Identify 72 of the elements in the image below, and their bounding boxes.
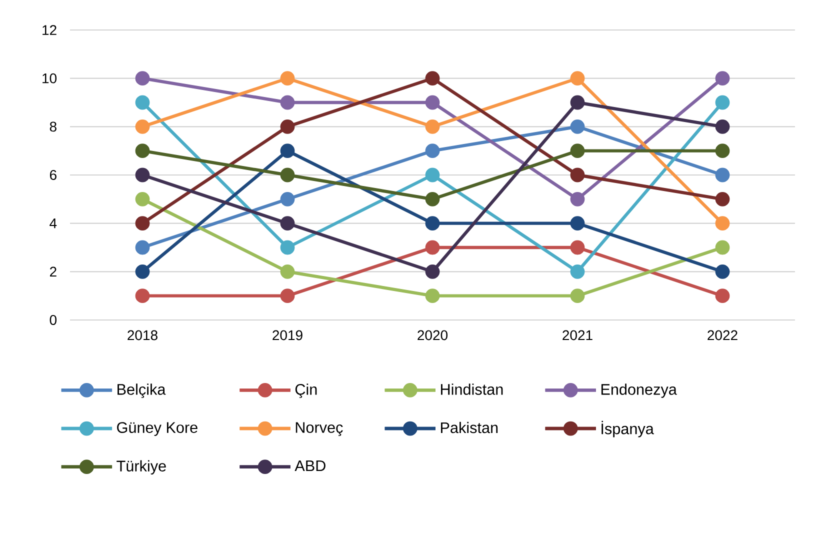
point <box>570 71 585 86</box>
point <box>425 119 440 134</box>
y-tick-label: 2 <box>50 266 56 277</box>
legend-label: İspanya <box>602 420 654 438</box>
point <box>425 264 440 279</box>
y-tick-label: 4 <box>50 218 57 228</box>
x-tick-label: 2021 <box>562 330 592 340</box>
point <box>280 144 295 158</box>
point <box>280 71 295 86</box>
point <box>425 192 440 206</box>
point <box>715 95 730 110</box>
point <box>425 168 440 182</box>
x-tick-label: 2018 <box>128 330 158 340</box>
x-tick-label: 2020 <box>418 330 448 340</box>
point <box>425 216 440 231</box>
legend-label: Çin <box>295 384 317 398</box>
point <box>715 119 730 134</box>
y-tick-label: 6 <box>50 170 56 180</box>
point <box>425 71 440 86</box>
point <box>570 119 585 134</box>
legend-label: Güney Kore <box>117 422 198 436</box>
point <box>570 95 585 110</box>
x-tick-label: 2019 <box>272 330 302 340</box>
point <box>425 95 440 110</box>
point <box>135 288 150 304</box>
point <box>425 288 440 304</box>
point <box>425 240 440 255</box>
point <box>570 216 585 231</box>
point <box>570 192 585 206</box>
point <box>135 192 150 206</box>
point <box>570 144 585 158</box>
point <box>425 144 440 158</box>
point <box>280 168 295 182</box>
point <box>135 95 150 110</box>
y-tick-label: 12 <box>42 25 56 35</box>
point <box>280 119 295 134</box>
point <box>135 240 150 255</box>
x-tick-label: 2022 <box>708 330 738 340</box>
legend-label: Belçika <box>118 384 166 398</box>
point <box>280 192 295 206</box>
point <box>135 216 150 231</box>
point <box>715 192 730 206</box>
legend-label: Endonezya <box>601 384 677 398</box>
point <box>715 71 730 86</box>
point <box>280 264 295 279</box>
point <box>715 216 730 231</box>
legend-label: Türkiye <box>116 460 166 475</box>
legend-label: Norveç <box>296 422 343 436</box>
legend-label: ABD <box>294 460 326 472</box>
point <box>570 264 585 279</box>
y-tick-label: 10 <box>42 73 57 84</box>
point <box>715 240 730 255</box>
point <box>715 168 730 182</box>
point <box>135 264 150 279</box>
point <box>570 168 585 182</box>
point <box>135 119 150 134</box>
point <box>280 95 295 110</box>
point <box>135 144 150 158</box>
y-tick-label: 8 <box>50 122 56 132</box>
y-tick-label: 0 <box>50 315 57 325</box>
point <box>715 144 730 158</box>
point <box>280 240 295 255</box>
point <box>280 288 295 304</box>
point <box>570 288 585 304</box>
point <box>280 216 295 231</box>
point <box>135 168 150 182</box>
point <box>135 71 150 86</box>
point <box>715 264 730 279</box>
point <box>715 288 730 304</box>
legend-label: Hindistan <box>441 384 503 395</box>
legend-label: Pakistan <box>441 422 498 434</box>
point <box>570 240 585 255</box>
